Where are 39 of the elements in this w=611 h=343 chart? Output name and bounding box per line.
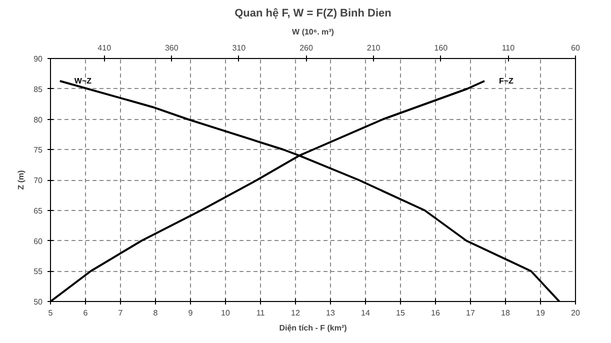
x-tick-label: 20 [571, 308, 580, 318]
y-tick-label: 65 [34, 206, 44, 216]
x-tick-label: 13 [326, 308, 336, 318]
x2-axis-title: W (10⁶. m³) [292, 28, 334, 36]
x2-tick-label: 410 [98, 44, 112, 52]
x-tick-label: 6 [83, 308, 88, 318]
x-axis-title: Diện tích - F (km²) [279, 324, 348, 332]
x2-tick-label: 360 [164, 44, 179, 52]
y-tick-label: 70 [34, 176, 44, 185]
x2-tick-label: 160 [434, 44, 448, 52]
x-tick-label: 12 [291, 308, 300, 318]
y-tick-label: 60 [34, 236, 44, 246]
x2-tick-label: 60 [571, 44, 580, 52]
x-tick-label: 5 [48, 308, 54, 318]
x2-tick-label: 110 [502, 44, 516, 52]
y-tick-label: 85 [34, 84, 44, 94]
series-label: F~Z [499, 76, 514, 86]
chart-title: Quan hệ F, W = F(Z) Binh Dien [234, 8, 392, 20]
x-tick-label: 15 [396, 308, 406, 318]
x-tick-label: 18 [501, 308, 510, 318]
x-tick-label: 10 [221, 308, 230, 318]
x-tick-label: 19 [536, 308, 546, 318]
x2-tick-label: 260 [300, 44, 314, 52]
y-tick-label: 90 [34, 54, 44, 64]
x-tick-label: 17 [466, 308, 476, 318]
y-tick-label: 55 [34, 267, 44, 276]
y-tick-label: 50 [34, 298, 44, 306]
x2-tick-label: 310 [232, 44, 246, 52]
x-tick-label: 7 [118, 308, 124, 318]
x2-tick-label: 210 [366, 44, 381, 52]
x-tick-label: 11 [256, 308, 266, 318]
y-tick-label: 75 [34, 146, 44, 155]
y-axis-title: Z (m) [16, 170, 26, 190]
x-tick-label: 8 [153, 308, 158, 318]
series-label: W~Z [74, 76, 92, 86]
x-tick-label: 14 [361, 308, 370, 318]
y-tick-label: 80 [34, 115, 44, 124]
x-tick-label: 9 [188, 308, 194, 318]
x-tick-label: 16 [431, 308, 440, 318]
